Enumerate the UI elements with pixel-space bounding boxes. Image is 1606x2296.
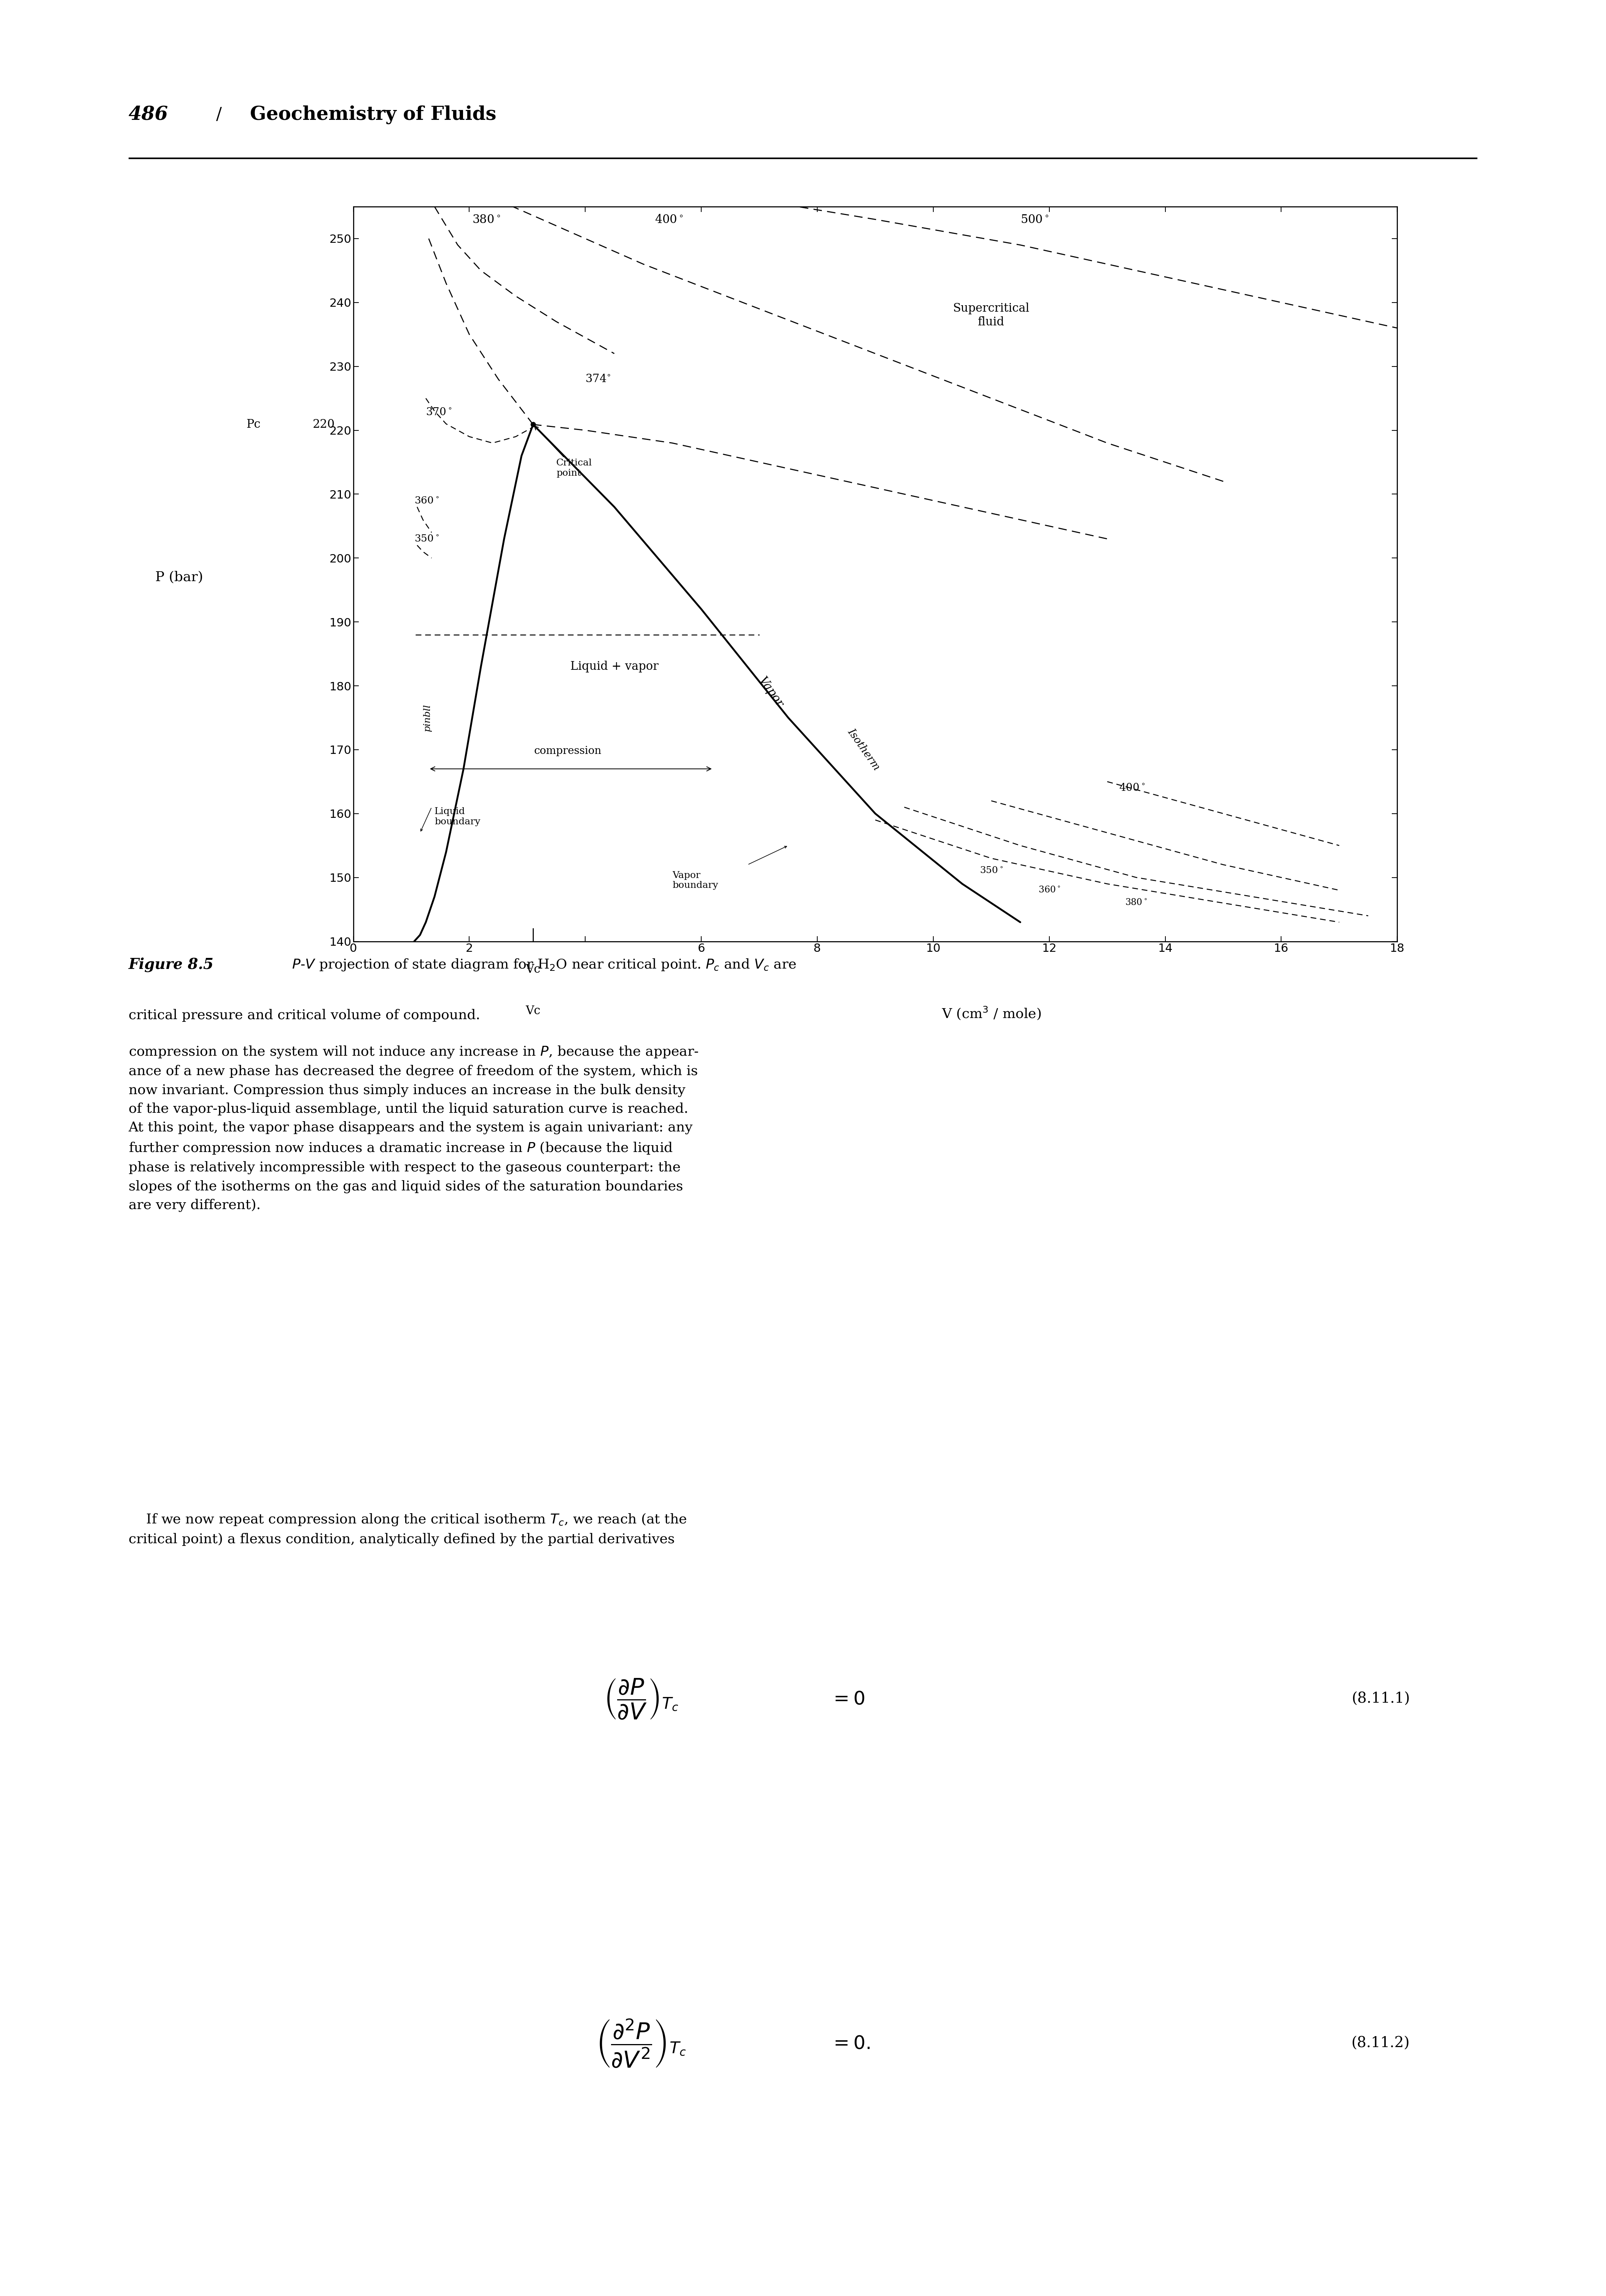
Text: Geochemistry of Fluids: Geochemistry of Fluids bbox=[251, 106, 496, 124]
Text: Vc: Vc bbox=[525, 964, 541, 976]
Text: pinbll: pinbll bbox=[422, 705, 432, 732]
Text: 374$^{\circ\!}$: 374$^{\circ\!}$ bbox=[585, 374, 610, 383]
Text: 350$^\circ$: 350$^\circ$ bbox=[414, 535, 438, 544]
Text: 400$^\circ$: 400$^\circ$ bbox=[1119, 783, 1145, 792]
Text: 350$^\circ$: 350$^\circ$ bbox=[980, 866, 1004, 875]
Text: Pc: Pc bbox=[246, 418, 260, 429]
Text: Liquid
boundary: Liquid boundary bbox=[435, 808, 480, 827]
Text: 500$^\circ$: 500$^\circ$ bbox=[1020, 214, 1049, 225]
Text: Vapor: Vapor bbox=[756, 675, 785, 709]
Text: Vapor
boundary: Vapor boundary bbox=[673, 870, 718, 891]
Text: 380$^\circ$: 380$^\circ$ bbox=[472, 214, 501, 225]
Text: V (cm$^3$ / mole): V (cm$^3$ / mole) bbox=[941, 1006, 1041, 1022]
Text: $\left(\dfrac{\partial P}{\partial V}\right)_{T_c}$: $\left(\dfrac{\partial P}{\partial V}\ri… bbox=[604, 1678, 678, 1720]
Text: Supercritical
fluid: Supercritical fluid bbox=[952, 303, 1029, 328]
Text: $= 0$: $= 0$ bbox=[830, 1690, 866, 1708]
Text: 360$^\circ$: 360$^\circ$ bbox=[414, 496, 438, 505]
Text: $= 0.$: $= 0.$ bbox=[830, 2034, 870, 2053]
Text: Figure 8.5: Figure 8.5 bbox=[128, 957, 214, 971]
Text: Isotherm: Isotherm bbox=[846, 728, 882, 771]
Text: critical pressure and critical volume of compound.: critical pressure and critical volume of… bbox=[128, 1008, 480, 1022]
Text: $P$-$V$ projection of state diagram for H$_2$O near critical point. $P_c$ and $V: $P$-$V$ projection of state diagram for … bbox=[284, 957, 797, 971]
Text: 380$^\circ$: 380$^\circ$ bbox=[1126, 898, 1147, 907]
Text: Liquid + vapor: Liquid + vapor bbox=[570, 661, 658, 673]
Text: compression: compression bbox=[535, 746, 602, 755]
Text: $\left(\dfrac{\partial^2 P}{\partial V^2}\right)_{T_c}$: $\left(\dfrac{\partial^2 P}{\partial V^2… bbox=[596, 2018, 686, 2069]
Text: (8.11.2): (8.11.2) bbox=[1352, 2037, 1410, 2050]
Text: If we now repeat compression along the critical isotherm $T_c$, we reach (at the: If we now repeat compression along the c… bbox=[128, 1513, 687, 1545]
Text: 400$^\circ$: 400$^\circ$ bbox=[655, 214, 683, 225]
Text: P (bar): P (bar) bbox=[156, 572, 204, 583]
Text: 360$^\circ$: 360$^\circ$ bbox=[1037, 886, 1060, 895]
Text: 220: 220 bbox=[313, 418, 336, 429]
Text: /: / bbox=[217, 106, 222, 124]
Text: 486: 486 bbox=[128, 106, 169, 124]
Text: Vc: Vc bbox=[525, 1006, 541, 1017]
Text: (8.11.1): (8.11.1) bbox=[1352, 1692, 1410, 1706]
Text: compression on the system will not induce any increase in $P$, because the appea: compression on the system will not induc… bbox=[128, 1045, 699, 1212]
Text: Critical
point: Critical point bbox=[535, 427, 593, 478]
Text: 370$^\circ$: 370$^\circ$ bbox=[426, 406, 451, 418]
